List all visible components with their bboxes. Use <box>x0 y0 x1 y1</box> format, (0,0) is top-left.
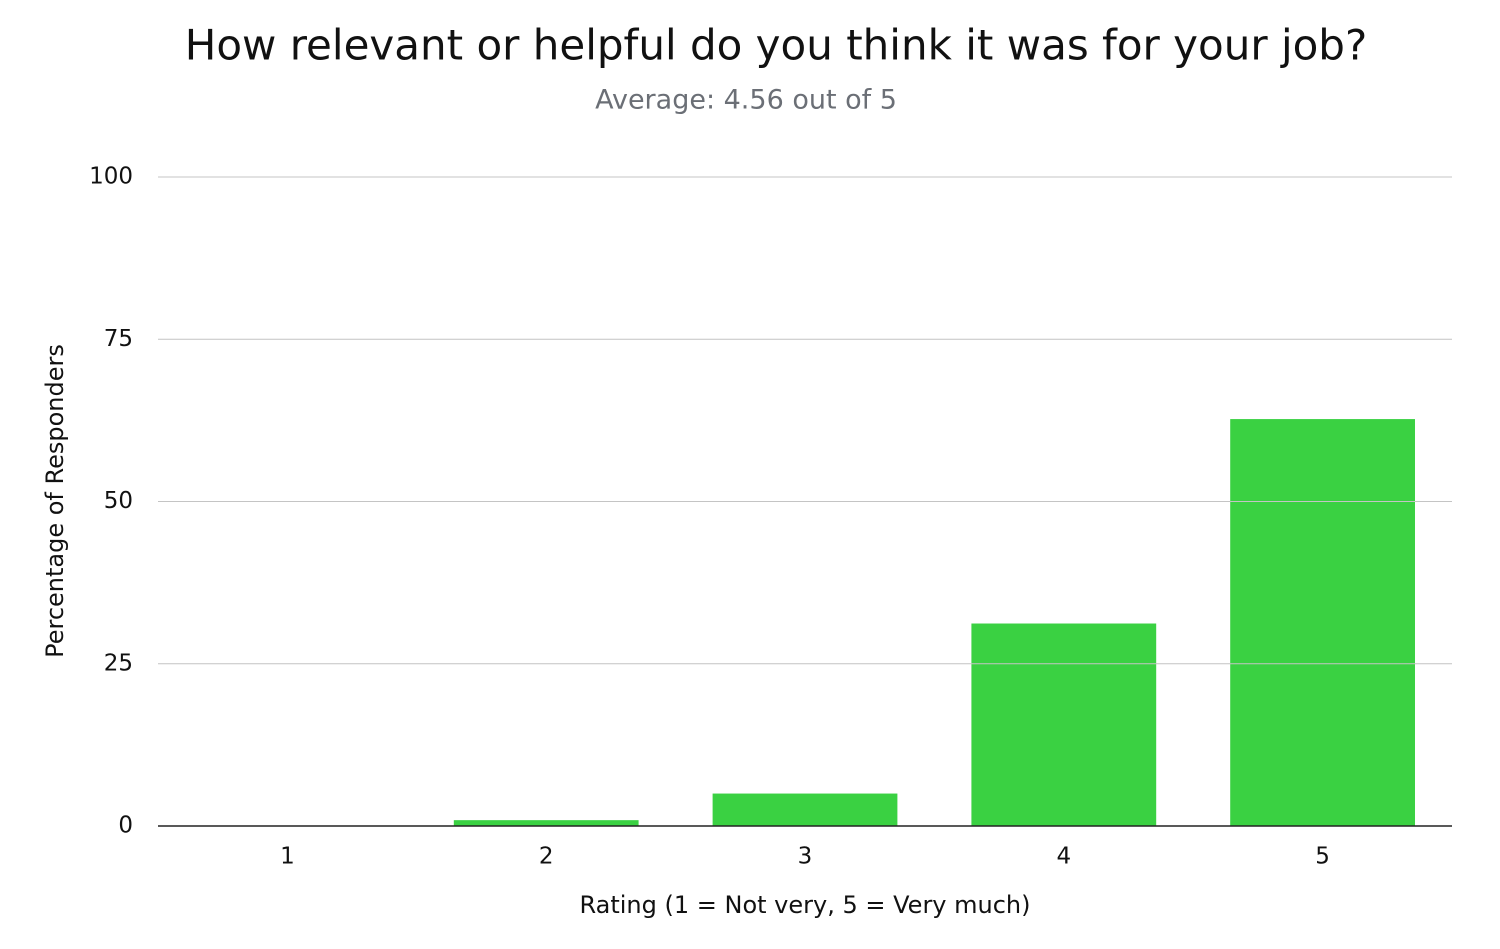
x-tick-label: 2 <box>539 844 554 870</box>
y-tick-label: 50 <box>104 488 133 514</box>
chart-subtitle: Average: 4.56 out of 5 <box>595 85 897 116</box>
x-tick-label: 1 <box>280 844 295 870</box>
x-axis-label: Rating (1 = Not very, 5 = Very much) <box>580 891 1031 919</box>
y-tick-label: 0 <box>118 813 133 839</box>
bar <box>1230 419 1415 826</box>
x-tick-label: 5 <box>1315 844 1330 870</box>
x-tick-label: 3 <box>798 844 813 870</box>
y-tick-label: 100 <box>89 164 133 190</box>
bar <box>453 820 639 826</box>
y-axis-label: Percentage of Responders <box>41 344 69 658</box>
bar <box>712 793 898 826</box>
y-tick-label: 25 <box>104 650 133 676</box>
bar <box>971 623 1157 826</box>
y-tick-label: 75 <box>104 326 133 352</box>
x-tick-label: 4 <box>1056 844 1071 870</box>
chart-title: How relevant or helpful do you think it … <box>185 21 1368 70</box>
